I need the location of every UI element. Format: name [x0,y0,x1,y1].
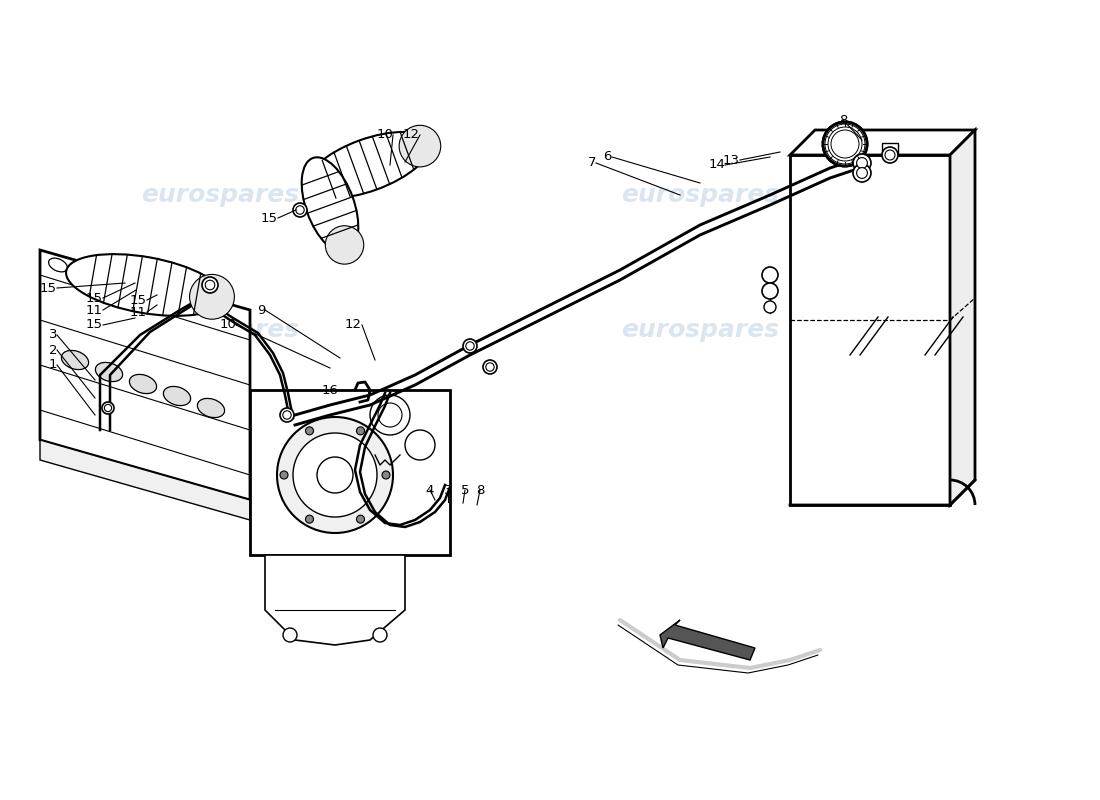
Polygon shape [790,155,950,505]
Circle shape [280,408,294,422]
Circle shape [317,457,353,493]
Circle shape [104,404,111,411]
Circle shape [465,342,474,350]
Text: 3: 3 [48,329,57,342]
Circle shape [463,339,477,353]
Circle shape [306,515,313,523]
Polygon shape [882,143,898,155]
Ellipse shape [189,274,234,319]
Circle shape [762,267,778,283]
Circle shape [823,122,867,166]
Polygon shape [40,440,250,520]
Text: eurospares: eurospares [620,318,779,342]
Circle shape [280,471,288,479]
Circle shape [373,628,387,642]
Circle shape [293,433,377,517]
Polygon shape [950,130,975,505]
Circle shape [102,402,114,414]
Circle shape [277,417,393,533]
Text: 2: 2 [48,343,57,357]
Ellipse shape [197,398,224,418]
Text: 15: 15 [130,294,147,306]
Circle shape [852,164,871,182]
Text: 16: 16 [321,383,338,397]
Circle shape [886,150,895,160]
Ellipse shape [399,126,441,167]
Text: 15: 15 [86,291,103,305]
Ellipse shape [130,374,156,394]
Text: 12: 12 [345,318,362,331]
Text: 15: 15 [86,318,103,331]
Text: 12: 12 [403,129,420,142]
Circle shape [405,430,435,460]
Text: 14: 14 [708,158,725,171]
Text: 4: 4 [426,483,434,497]
Text: 7: 7 [587,157,596,170]
Circle shape [296,206,305,214]
Circle shape [283,411,292,419]
Ellipse shape [326,226,364,264]
Circle shape [206,280,214,290]
Circle shape [857,168,868,178]
Ellipse shape [301,158,359,253]
Circle shape [293,203,307,217]
Text: 13: 13 [723,154,740,166]
Circle shape [882,147,898,163]
Circle shape [762,283,778,299]
Ellipse shape [48,258,67,272]
Circle shape [356,515,364,523]
Text: 8: 8 [476,483,484,497]
Ellipse shape [306,132,430,198]
Circle shape [306,427,313,435]
Text: eurospares: eurospares [141,318,299,342]
Text: 11: 11 [130,306,147,318]
Polygon shape [790,130,975,155]
Polygon shape [250,390,450,555]
Circle shape [378,403,402,427]
Text: 3: 3 [443,483,452,497]
Polygon shape [40,250,250,500]
Circle shape [852,154,871,172]
Circle shape [764,301,776,313]
Ellipse shape [164,386,190,406]
Text: 11: 11 [86,303,103,317]
Text: 6: 6 [604,150,612,163]
Ellipse shape [62,350,89,370]
Text: 5: 5 [461,483,470,497]
Text: eurospares: eurospares [620,183,779,207]
Circle shape [370,395,410,435]
Circle shape [356,427,364,435]
Text: 9: 9 [256,303,265,317]
Polygon shape [660,620,755,660]
Circle shape [857,158,868,168]
Circle shape [283,628,297,642]
Text: 15: 15 [261,211,278,225]
Text: 10: 10 [219,318,236,331]
Circle shape [486,363,494,371]
Text: 10: 10 [376,129,393,142]
Ellipse shape [96,362,122,382]
Ellipse shape [66,254,224,316]
Circle shape [483,360,497,374]
Polygon shape [265,555,405,645]
Text: eurospares: eurospares [141,183,299,207]
Circle shape [202,277,218,293]
Text: 15: 15 [40,282,57,294]
Text: 1: 1 [48,358,57,371]
Text: 8: 8 [839,114,847,126]
Circle shape [382,471,390,479]
